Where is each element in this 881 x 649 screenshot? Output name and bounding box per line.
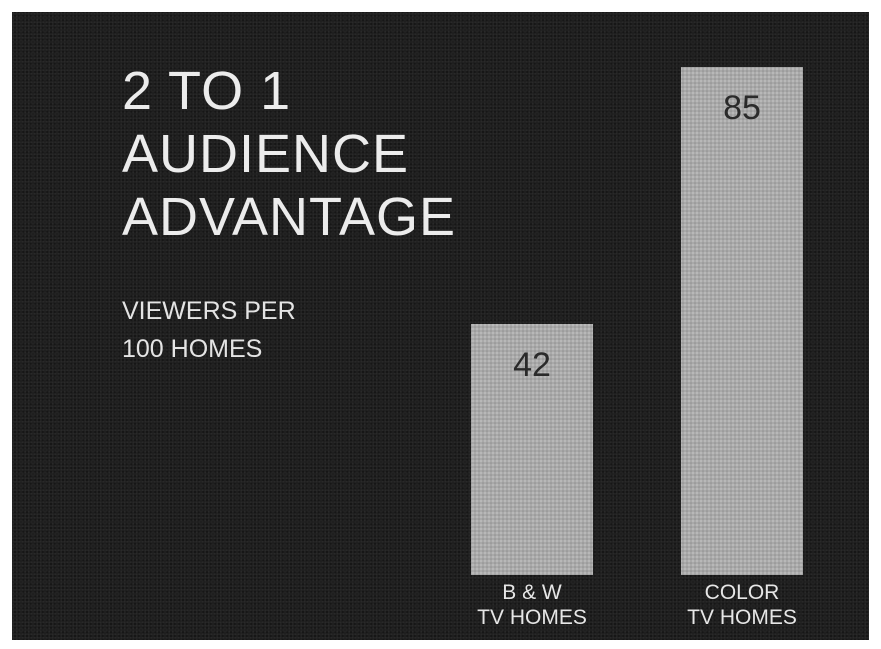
headline-line: AUDIENCE: [122, 124, 410, 184]
unit-label-line: 100 HOMES: [122, 335, 263, 363]
category-label: COLOR: [705, 581, 780, 604]
category-label: B & W: [502, 581, 562, 604]
headline-line: 2 TO 1: [122, 61, 292, 121]
bar: [471, 323, 593, 575]
headline-line: ADVANTAGE: [122, 187, 457, 247]
bar-value-label: 85: [723, 89, 761, 127]
category-label: TV HOMES: [477, 606, 587, 629]
bar-value-label: 42: [513, 346, 551, 384]
unit-label-line: VIEWERS PER: [122, 297, 296, 325]
unit-label: VIEWERS PER 100 HOMES: [122, 292, 296, 368]
chart-panel: 2 TO 1 AUDIENCE ADVANTAGE VIEWERS PER 10…: [12, 12, 869, 640]
chart-headline: 2 TO 1 AUDIENCE ADVANTAGE: [122, 60, 456, 249]
bar: [681, 67, 803, 575]
category-label: TV HOMES: [687, 606, 797, 629]
